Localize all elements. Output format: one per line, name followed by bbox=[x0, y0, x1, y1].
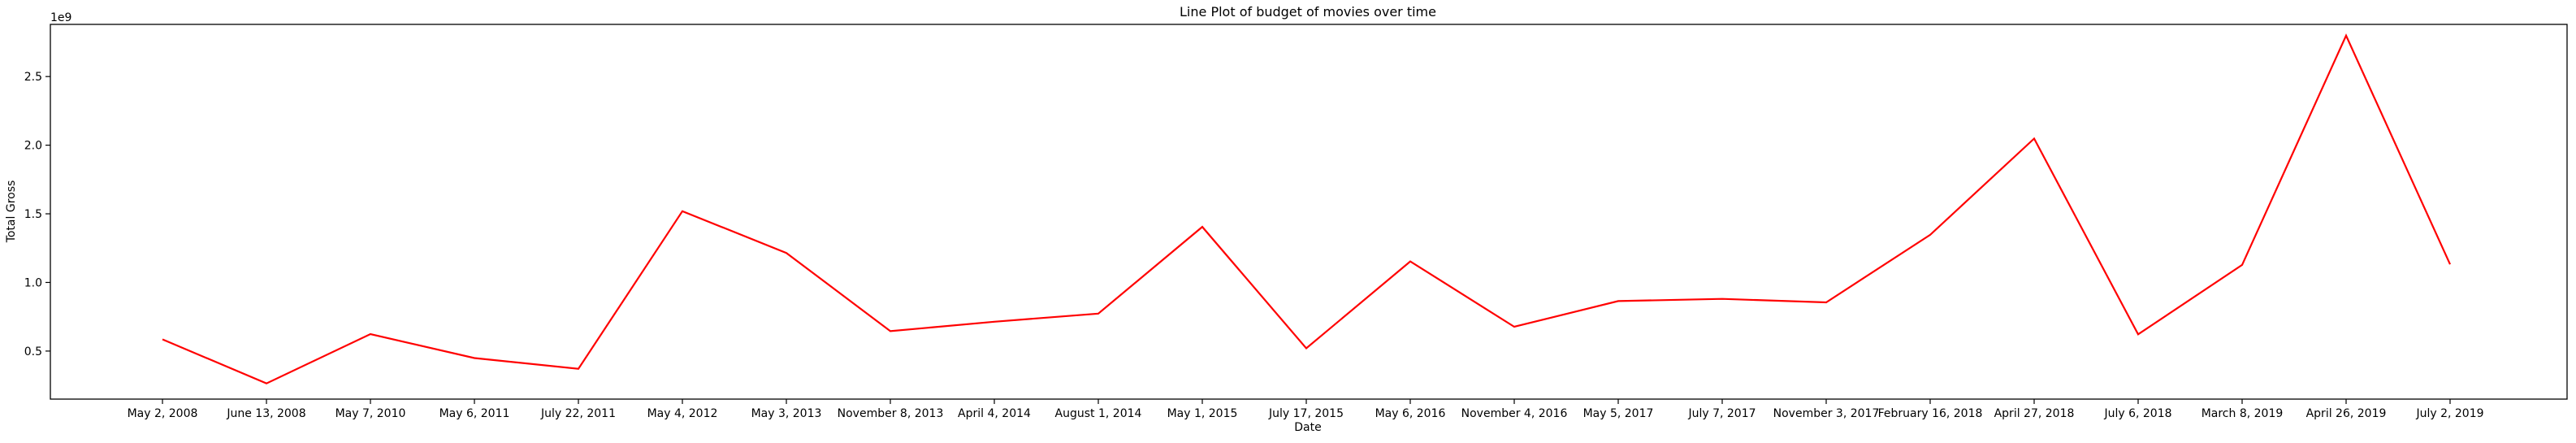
x-tick-label: November 3, 2017 bbox=[1773, 407, 1880, 420]
x-tick-label: May 5, 2017 bbox=[1583, 407, 1654, 420]
y-axis-ticks: 0.5 1.0 1.5 2.0 2.5 bbox=[24, 71, 50, 358]
y-axis-offset-text: 1e9 bbox=[50, 11, 71, 24]
y-tick-label: 2.0 bbox=[24, 140, 42, 153]
x-tick-label: March 8, 2019 bbox=[2202, 407, 2284, 420]
x-tick-label: May 7, 2010 bbox=[336, 407, 406, 420]
x-tick-label: May 3, 2013 bbox=[751, 407, 822, 420]
y-axis-title: Total Gross bbox=[5, 180, 18, 244]
x-tick-label: May 6, 2011 bbox=[439, 407, 510, 420]
x-tick-label: February 16, 2018 bbox=[1878, 407, 1983, 420]
x-tick-label: July 7, 2017 bbox=[1687, 407, 1756, 420]
x-tick-label: May 6, 2016 bbox=[1375, 407, 1446, 420]
chart-title: Line Plot of budget of movies over time bbox=[1180, 4, 1436, 20]
x-tick-label: May 4, 2012 bbox=[647, 407, 718, 420]
y-tick-label: 0.5 bbox=[24, 345, 42, 358]
x-axis-ticks: May 2, 2008 June 13, 2008 May 7, 2010 May 6… bbox=[128, 399, 2484, 420]
x-tick-label: July 2, 2019 bbox=[2415, 407, 2483, 420]
x-tick-label: July 6, 2018 bbox=[2103, 407, 2171, 420]
x-tick-label: April 4, 2014 bbox=[958, 407, 1031, 420]
x-tick-label: November 8, 2013 bbox=[838, 407, 944, 420]
x-tick-label: April 27, 2018 bbox=[1994, 407, 2075, 420]
y-tick-label: 1.5 bbox=[24, 208, 42, 221]
x-tick-label: July 22, 2011 bbox=[540, 407, 616, 420]
plot-frame bbox=[50, 24, 2568, 400]
x-axis-title: Date bbox=[1294, 421, 1321, 434]
x-tick-label: November 4, 2016 bbox=[1461, 407, 1568, 420]
y-tick-label: 2.5 bbox=[24, 71, 42, 84]
y-tick-label: 1.0 bbox=[24, 276, 42, 289]
x-tick-label: August 1, 2014 bbox=[1055, 407, 1142, 420]
x-tick-label: May 2, 2008 bbox=[128, 407, 198, 420]
series-line bbox=[162, 33, 2452, 384]
x-tick-label: July 17, 2015 bbox=[1268, 407, 1344, 420]
x-tick-label: June 13, 2008 bbox=[226, 407, 305, 420]
x-tick-label: April 26, 2019 bbox=[2306, 407, 2387, 420]
x-tick-label: May 1, 2015 bbox=[1167, 407, 1238, 420]
